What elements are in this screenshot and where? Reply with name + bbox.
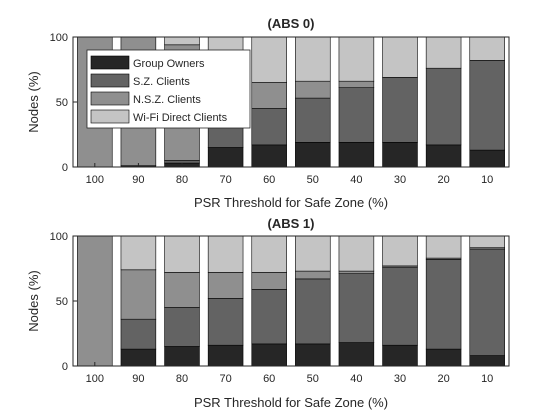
bar-group — [77, 235, 505, 367]
bar-wi-fi-direct-clients-30 — [382, 36, 418, 78]
bar-wi-fi-direct-clients-20 — [425, 36, 462, 69]
bar-s-z-clients-40 — [338, 87, 375, 143]
bar-n-s-z-clients-40 — [338, 270, 375, 275]
bar-s-z-clients-30 — [382, 266, 418, 346]
x-tick-label: 20 — [437, 174, 449, 186]
y-tick-label: 100 — [50, 32, 68, 44]
y-tick-label: 50 — [56, 97, 68, 109]
legend-label-group-owners: Group Owners — [133, 58, 205, 70]
bar-s-z-clients-80 — [164, 160, 200, 164]
x-tick-label: 50 — [307, 174, 319, 186]
x-tick-label: 20 — [437, 373, 449, 385]
bar-wi-fi-direct-clients-40 — [338, 36, 375, 82]
bar-wi-fi-direct-clients-80 — [164, 235, 200, 273]
bar-s-z-clients-10 — [469, 248, 505, 356]
legend-label-n-s-z-clients: N.S.Z. Clients — [133, 94, 201, 106]
legend: Group Owners S.Z. Clients N.S.Z. Clients Wi… — [86, 49, 251, 129]
y-tick-label: 100 — [50, 231, 68, 243]
bar-s-z-clients-50 — [295, 278, 331, 345]
bar-n-s-z-clients-70 — [207, 272, 244, 299]
x-tick-label: 100 — [86, 373, 104, 385]
bar-n-s-z-clients-50 — [295, 270, 331, 280]
y-tick-label: 0 — [62, 162, 68, 174]
bar-wi-fi-direct-clients-80 — [164, 36, 200, 46]
bar-s-z-clients-90 — [120, 318, 157, 350]
bar-group-owners-30 — [382, 142, 418, 168]
y-axis-label: Nodes (%) — [26, 71, 41, 132]
x-tick-label: 100 — [86, 174, 104, 186]
bar-s-z-clients-40 — [338, 273, 375, 343]
chart-title: (ABS 0) — [268, 16, 315, 31]
x-tick-label: 90 — [132, 174, 144, 186]
chart-abs-1: (ABS 1) Nodes (%) PSR Threshold for Safe… — [26, 216, 510, 410]
x-tick-label: 70 — [219, 373, 231, 385]
bar-group-owners-40 — [338, 142, 375, 168]
x-axis-label: PSR Threshold for Safe Zone (%) — [194, 195, 388, 210]
x-tick-label: 60 — [263, 373, 275, 385]
bar-s-z-clients-60 — [251, 108, 287, 146]
bar-s-z-clients-70 — [207, 298, 244, 346]
bar-n-s-z-clients-80 — [164, 272, 200, 308]
x-tick-label: 30 — [394, 174, 406, 186]
legend-label-s-z-clients: S.Z. Clients — [133, 76, 190, 88]
x-tick-label: 10 — [481, 174, 493, 186]
bar-wi-fi-direct-clients-20 — [425, 235, 462, 259]
x-tick-label: 90 — [132, 373, 144, 385]
bar-s-z-clients-60 — [251, 288, 287, 345]
bar-n-s-z-clients-60 — [251, 272, 287, 290]
x-tick-label: 40 — [350, 373, 362, 385]
bar-group-owners-50 — [295, 142, 331, 168]
y-axis-label: Nodes (%) — [26, 270, 41, 331]
x-tick-label: 30 — [394, 373, 406, 385]
bar-n-s-z-clients-50 — [295, 80, 331, 99]
legend-label-wi-fi-direct-clients: Wi-Fi Direct Clients — [133, 112, 228, 124]
bar-wi-fi-direct-clients-90 — [120, 235, 157, 271]
x-tick-label: 50 — [307, 373, 319, 385]
bar-wi-fi-direct-clients-40 — [338, 235, 375, 272]
bar-s-z-clients-30 — [382, 77, 418, 143]
bar-n-s-z-clients-40 — [338, 80, 375, 88]
x-tick-label: 40 — [350, 174, 362, 186]
bar-wi-fi-direct-clients-60 — [251, 36, 287, 83]
x-tick-label: 60 — [263, 174, 275, 186]
bar-wi-fi-direct-clients-50 — [295, 235, 331, 272]
x-tick-label: 80 — [176, 174, 188, 186]
bar-wi-fi-direct-clients-50 — [295, 36, 331, 82]
y-tick-label: 50 — [56, 296, 68, 308]
bar-n-s-z-clients-60 — [251, 82, 287, 109]
legend-swatch-s-z-clients — [90, 73, 130, 88]
bar-s-z-clients-10 — [469, 60, 505, 151]
legend-swatch-group-owners — [90, 55, 130, 70]
x-axis-label: PSR Threshold for Safe Zone (%) — [194, 395, 388, 410]
bar-wi-fi-direct-clients-60 — [251, 235, 287, 273]
bar-n-s-z-clients-100 — [77, 235, 113, 367]
chart-title: (ABS 1) — [268, 216, 315, 231]
y-tick-label: 0 — [62, 361, 68, 373]
x-tick-label: 80 — [176, 373, 188, 385]
legend-swatch-wi-fi-direct-clients — [90, 109, 130, 124]
bar-s-z-clients-20 — [425, 67, 462, 146]
bar-wi-fi-direct-clients-30 — [382, 235, 418, 267]
chart-abs-0: (ABS 0) Nodes (%) PSR Threshold for Safe… — [26, 16, 510, 210]
bar-s-z-clients-50 — [295, 97, 331, 143]
x-tick-label: 70 — [219, 174, 231, 186]
bar-wi-fi-direct-clients-70 — [207, 235, 244, 273]
bar-n-s-z-clients-90 — [120, 269, 157, 320]
bar-s-z-clients-80 — [164, 307, 200, 347]
legend-swatch-n-s-z-clients — [90, 91, 130, 106]
bar-s-z-clients-20 — [425, 259, 462, 350]
bar-wi-fi-direct-clients-10 — [469, 36, 505, 61]
x-tick-label: 10 — [481, 373, 493, 385]
bar-wi-fi-direct-clients-10 — [469, 235, 505, 248]
